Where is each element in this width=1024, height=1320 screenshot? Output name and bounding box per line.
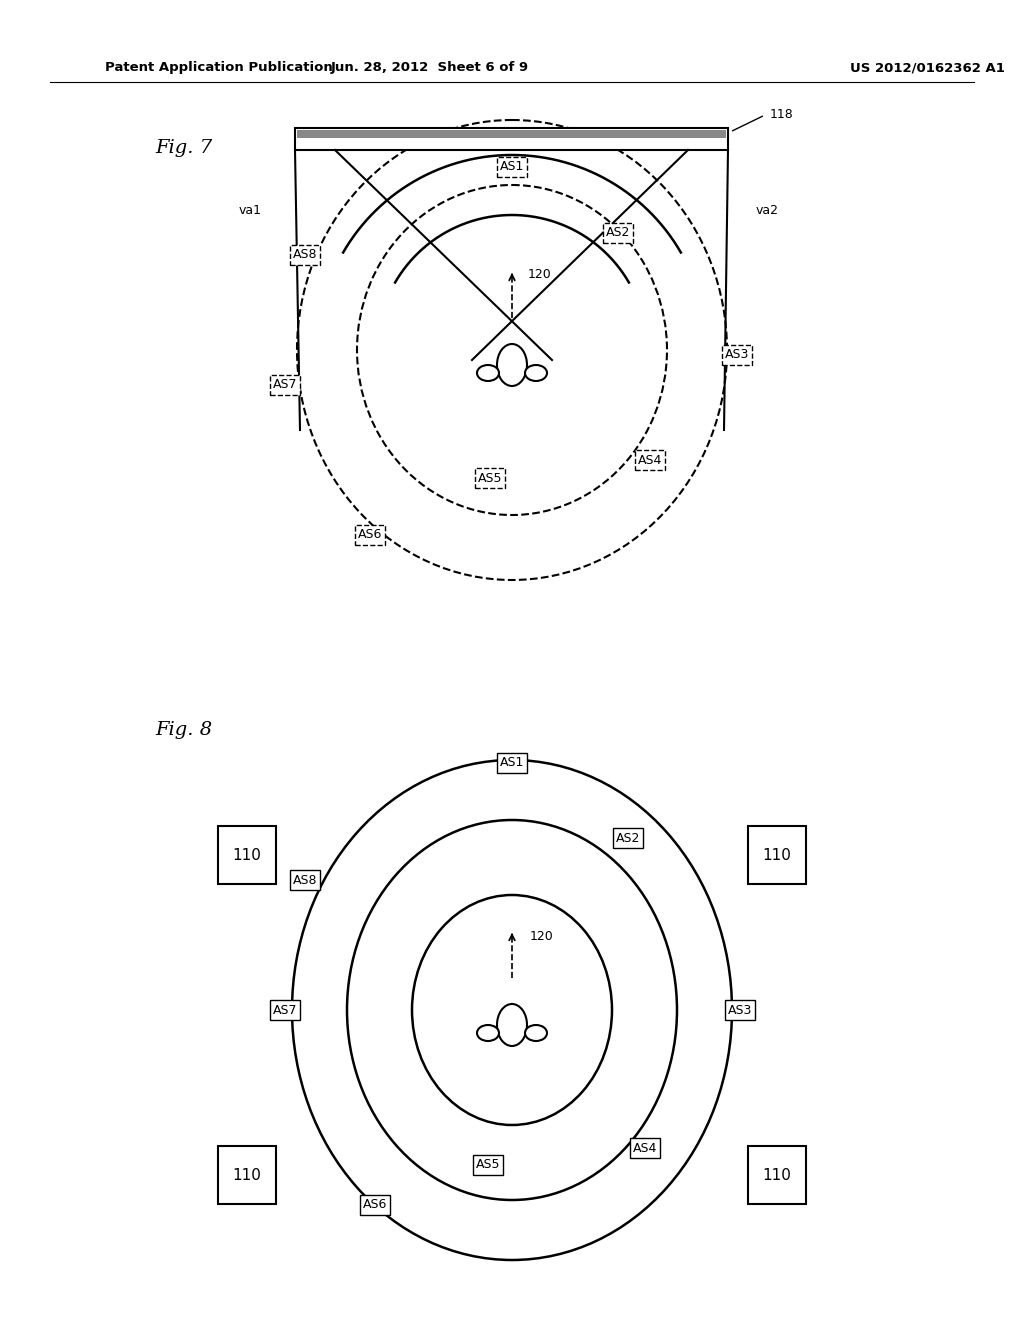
Text: AS8: AS8 — [293, 248, 317, 261]
Ellipse shape — [525, 1026, 547, 1041]
Text: AS6: AS6 — [362, 1199, 387, 1212]
Text: Jun. 28, 2012  Sheet 6 of 9: Jun. 28, 2012 Sheet 6 of 9 — [331, 62, 529, 74]
Text: 120: 120 — [530, 929, 554, 942]
Text: 110: 110 — [763, 1167, 792, 1183]
Text: 110: 110 — [232, 847, 261, 862]
FancyBboxPatch shape — [295, 128, 728, 150]
Text: 120: 120 — [528, 268, 552, 281]
Ellipse shape — [525, 366, 547, 381]
Text: AS1: AS1 — [500, 756, 524, 770]
Text: AS4: AS4 — [633, 1142, 657, 1155]
Text: AS7: AS7 — [272, 379, 297, 392]
Ellipse shape — [497, 345, 527, 385]
Text: AS3: AS3 — [728, 1003, 753, 1016]
Text: AS1: AS1 — [500, 161, 524, 173]
Text: AS3: AS3 — [725, 348, 750, 362]
FancyBboxPatch shape — [748, 826, 806, 884]
FancyBboxPatch shape — [218, 826, 276, 884]
Text: va2: va2 — [756, 203, 779, 216]
Text: 110: 110 — [763, 847, 792, 862]
FancyBboxPatch shape — [297, 129, 726, 139]
Text: Fig. 8: Fig. 8 — [155, 721, 212, 739]
Text: AS2: AS2 — [606, 227, 630, 239]
FancyBboxPatch shape — [218, 1146, 276, 1204]
Text: 110: 110 — [232, 1167, 261, 1183]
Text: 118: 118 — [770, 108, 794, 121]
Text: Fig. 7: Fig. 7 — [155, 139, 212, 157]
Text: AS5: AS5 — [478, 471, 502, 484]
Text: AS6: AS6 — [357, 528, 382, 541]
Text: AS4: AS4 — [638, 454, 663, 466]
Text: US 2012/0162362 A1: US 2012/0162362 A1 — [850, 62, 1005, 74]
Text: AS8: AS8 — [293, 874, 317, 887]
FancyBboxPatch shape — [748, 1146, 806, 1204]
Text: AS5: AS5 — [476, 1159, 501, 1172]
Text: va1: va1 — [239, 203, 262, 216]
Text: AS7: AS7 — [272, 1003, 297, 1016]
Ellipse shape — [477, 366, 499, 381]
Text: Patent Application Publication: Patent Application Publication — [105, 62, 333, 74]
Ellipse shape — [497, 1005, 527, 1045]
Text: AS2: AS2 — [615, 832, 640, 845]
Ellipse shape — [477, 1026, 499, 1041]
